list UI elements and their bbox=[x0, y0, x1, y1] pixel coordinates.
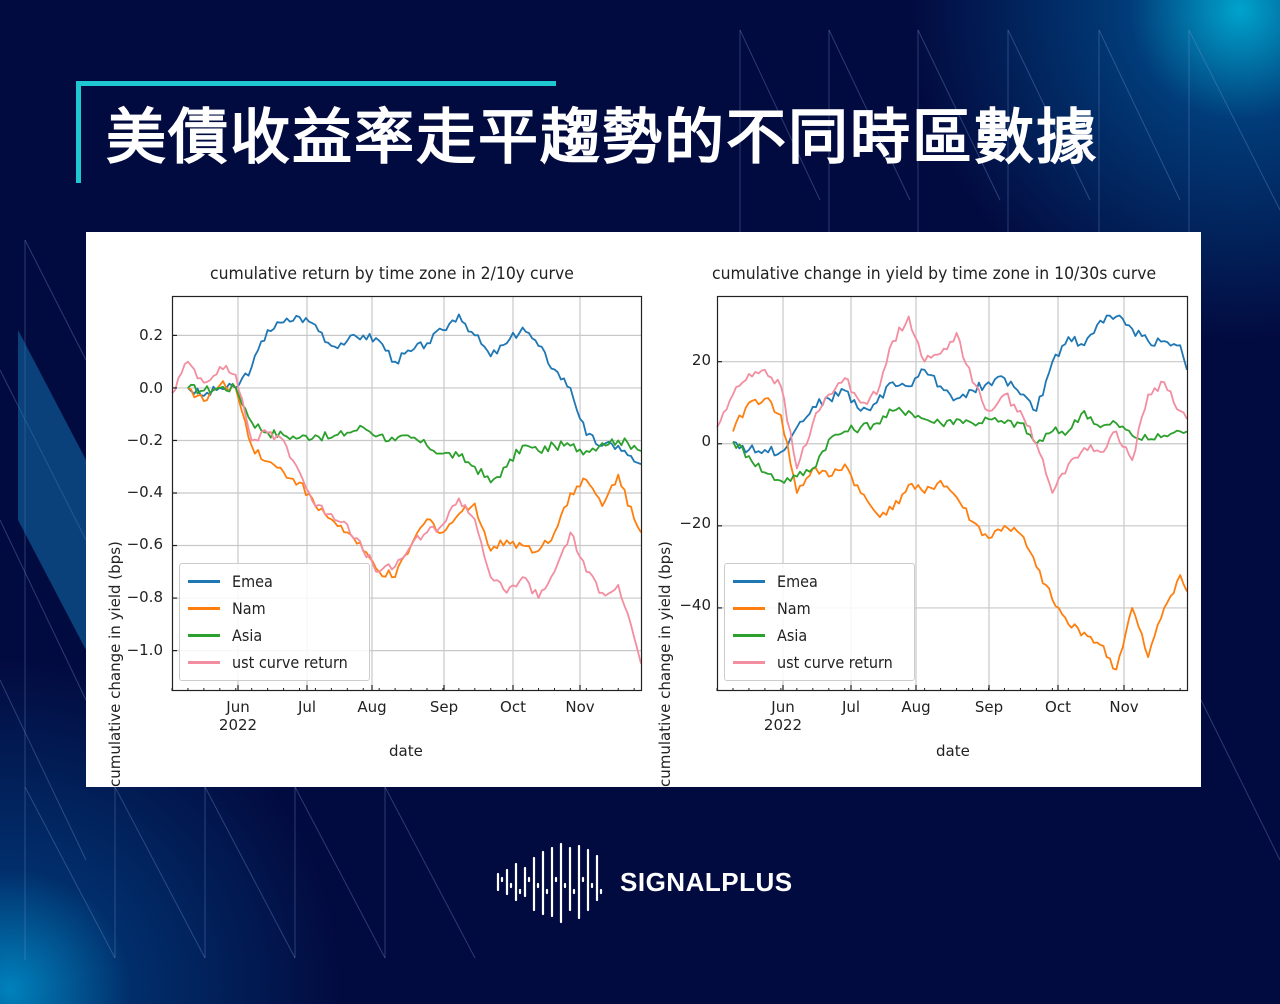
x-tick: Jul bbox=[841, 698, 861, 716]
y-tick: 20 bbox=[691, 351, 711, 369]
legend-left: Emea Nam Asia ust curve return bbox=[179, 563, 370, 681]
legend-item-ust-curve-return: ust curve return bbox=[188, 649, 361, 676]
x-tick: Jul bbox=[297, 698, 317, 716]
x-tick: Sep bbox=[974, 698, 1004, 716]
charts-panel: cumulative return by time zone in 2/10y … bbox=[86, 232, 1201, 787]
y-tick: 0.0 bbox=[139, 379, 163, 397]
y-tick: −1.0 bbox=[126, 641, 163, 659]
legend-item-asia: Asia bbox=[733, 622, 906, 649]
legend-item-emea: Emea bbox=[188, 568, 361, 595]
legend-item-ust-curve-return: ust curve return bbox=[733, 649, 906, 676]
x-tick: Nov bbox=[1109, 698, 1139, 716]
y-tick: 0 bbox=[701, 432, 711, 450]
page-title: 美債收益率走平趨勢的不同時區數據 bbox=[106, 103, 1098, 173]
y-tick: −0.6 bbox=[126, 535, 163, 553]
y-tick: −40 bbox=[679, 596, 711, 614]
title-accent-bar bbox=[76, 81, 556, 86]
x-axis-label-right: date bbox=[936, 742, 970, 760]
legend-item-asia: Asia bbox=[188, 622, 361, 649]
x-tick: Aug bbox=[357, 698, 387, 716]
chart-title-right: cumulative change in yield by time zone … bbox=[712, 264, 1157, 284]
y-axis-label-right: cumulative change in yield (bps) bbox=[656, 541, 674, 787]
y-tick: 0.2 bbox=[139, 326, 163, 344]
x-tick: Aug bbox=[901, 698, 931, 716]
waveform-icon bbox=[496, 842, 603, 924]
x-tick: Nov bbox=[565, 698, 595, 716]
x-tick: Jun 2022 bbox=[218, 698, 258, 734]
x-tick: Oct bbox=[1045, 698, 1071, 716]
legend-item-emea: Emea bbox=[733, 568, 906, 595]
x-tick: Oct bbox=[500, 698, 526, 716]
y-tick: −0.8 bbox=[126, 588, 163, 606]
y-tick: −20 bbox=[679, 514, 711, 532]
signalplus-logo: SIGNALPLUS bbox=[494, 840, 793, 924]
x-tick: Sep bbox=[429, 698, 459, 716]
x-tick: Jun 2022 bbox=[763, 698, 803, 734]
legend-item-nam: Nam bbox=[733, 595, 906, 622]
y-tick: −0.4 bbox=[126, 483, 163, 501]
chart-title-left: cumulative return by time zone in 2/10y … bbox=[210, 264, 574, 284]
y-axis-label-left: cumulative change in yield (bps) bbox=[106, 541, 124, 787]
legend-right: Emea Nam Asia ust curve return bbox=[724, 563, 915, 681]
plot-area-left bbox=[171, 295, 643, 692]
x-axis-label-left: date bbox=[389, 742, 423, 760]
legend-item-nam: Nam bbox=[188, 595, 361, 622]
brand-name: SIGNALPLUS bbox=[620, 866, 793, 897]
y-tick: −0.2 bbox=[126, 431, 163, 449]
title-accent-vertical-bar bbox=[76, 81, 81, 183]
